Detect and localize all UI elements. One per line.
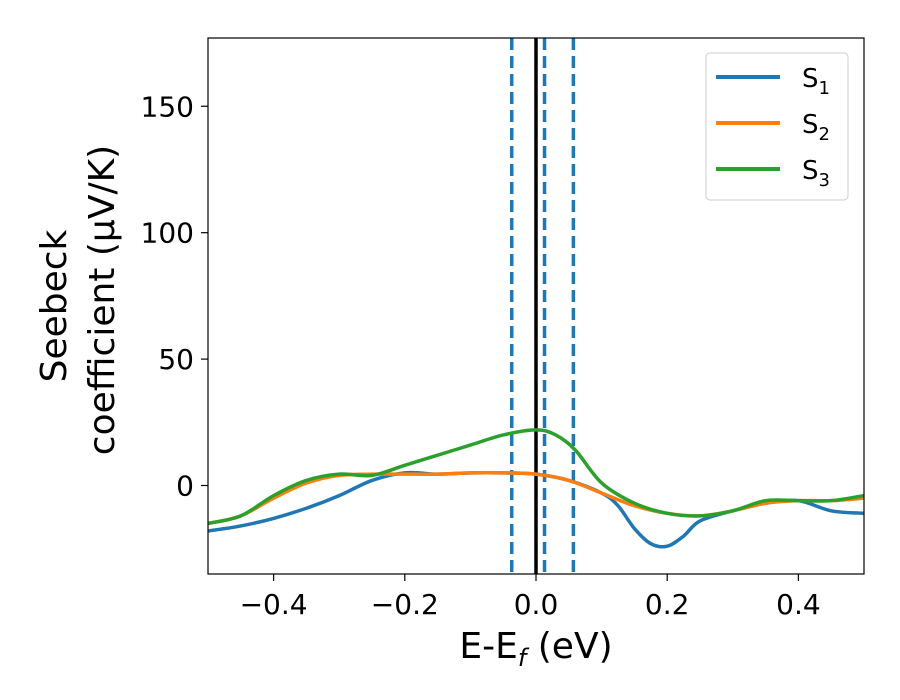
y-axis-label-line1: Seebeck: [34, 229, 75, 382]
plot-area: [208, 38, 864, 574]
legend-label-s1: S1: [802, 64, 830, 99]
axes-ticks: −0.4 −0.2 0.0 0.2 0.4 0 50 100 150: [141, 90, 821, 621]
legend-label-s2: S2: [802, 110, 830, 145]
y-tick-label: 0: [176, 470, 194, 503]
y-tick-label: 150: [141, 90, 194, 123]
legend-label-s3: S3: [802, 156, 830, 191]
series-line-s3: [208, 428, 864, 526]
legend: S1 S2 S3: [705, 52, 849, 201]
x-tick-label: 0.2: [645, 588, 690, 621]
series-line-s2: [208, 470, 864, 526]
x-tick-label: 0.4: [776, 588, 821, 621]
x-tick-label: 0.0: [514, 588, 559, 621]
legend-box: [705, 52, 849, 201]
x-axis-label: E-Ef (eV): [459, 626, 612, 672]
x-tick-label: −0.4: [240, 588, 308, 621]
x-tick-label: −0.2: [371, 588, 439, 621]
y-axis-label-line2: coefficient (μV/K): [82, 145, 123, 455]
y-tick-label: 100: [141, 217, 194, 250]
y-axis-label: Seebeck coefficient (μV/K): [34, 145, 123, 455]
y-tick-label: 50: [158, 343, 194, 376]
